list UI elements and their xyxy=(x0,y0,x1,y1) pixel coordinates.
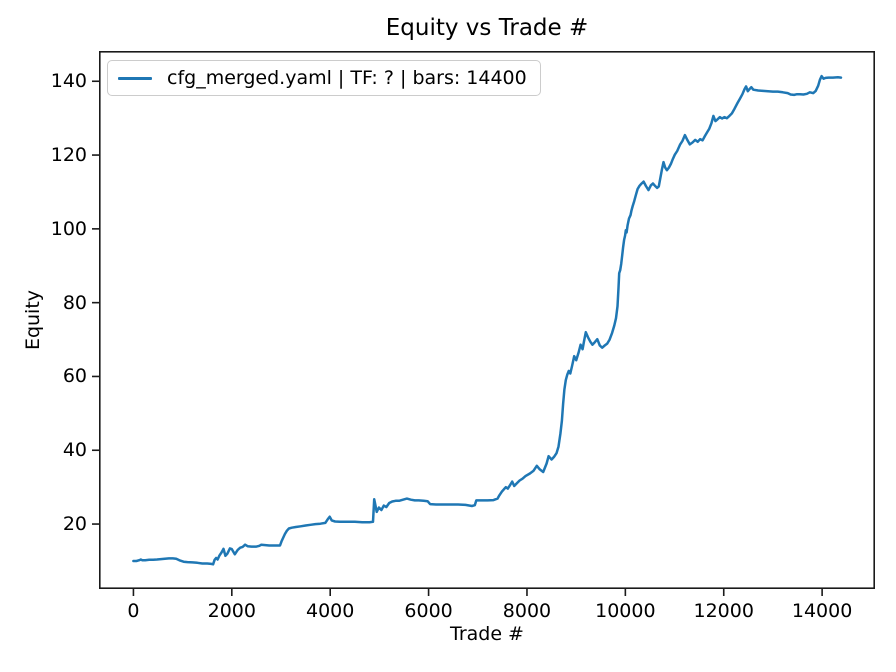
x-tick-label: 4000 xyxy=(306,600,355,622)
x-tick-label: 0 xyxy=(127,600,140,622)
legend: cfg_merged.yaml | TF: ? | bars: 14400 xyxy=(107,60,541,96)
equity-line-series xyxy=(132,74,843,566)
x-tick-label: 8000 xyxy=(502,600,552,622)
chart-title: Equity vs Trade # xyxy=(385,15,589,41)
y-tick-label: 100 xyxy=(50,217,87,240)
plot-canvas xyxy=(92,51,876,596)
x-tick-label: 6000 xyxy=(404,600,453,622)
x-tick-label: 10000 xyxy=(595,600,656,622)
y-tick-label: 60 xyxy=(62,365,87,388)
y-tick-label: 20 xyxy=(62,513,87,536)
legend-line-sample-icon xyxy=(118,76,152,80)
y-tick-label: 120 xyxy=(50,144,87,167)
x-tick-label: 14000 xyxy=(791,600,853,622)
y-tick-label: 80 xyxy=(62,291,87,314)
y-axis-label: Equity xyxy=(22,289,44,351)
y-tick-label: 40 xyxy=(62,439,87,462)
x-axis-label: Trade # xyxy=(450,623,524,645)
legend-entry-label: cfg_merged.yaml | TF: ? | bars: 14400 xyxy=(167,67,527,89)
y-tick-label: 140 xyxy=(50,70,87,93)
tick-marks xyxy=(92,80,823,596)
axes-frame xyxy=(99,51,876,590)
x-tick-label: 2000 xyxy=(207,600,256,622)
plot-area: cfg_merged.yaml | TF: ? | bars: 14400 0 2… xyxy=(51,51,876,622)
x-tick-label: 12000 xyxy=(693,600,754,622)
